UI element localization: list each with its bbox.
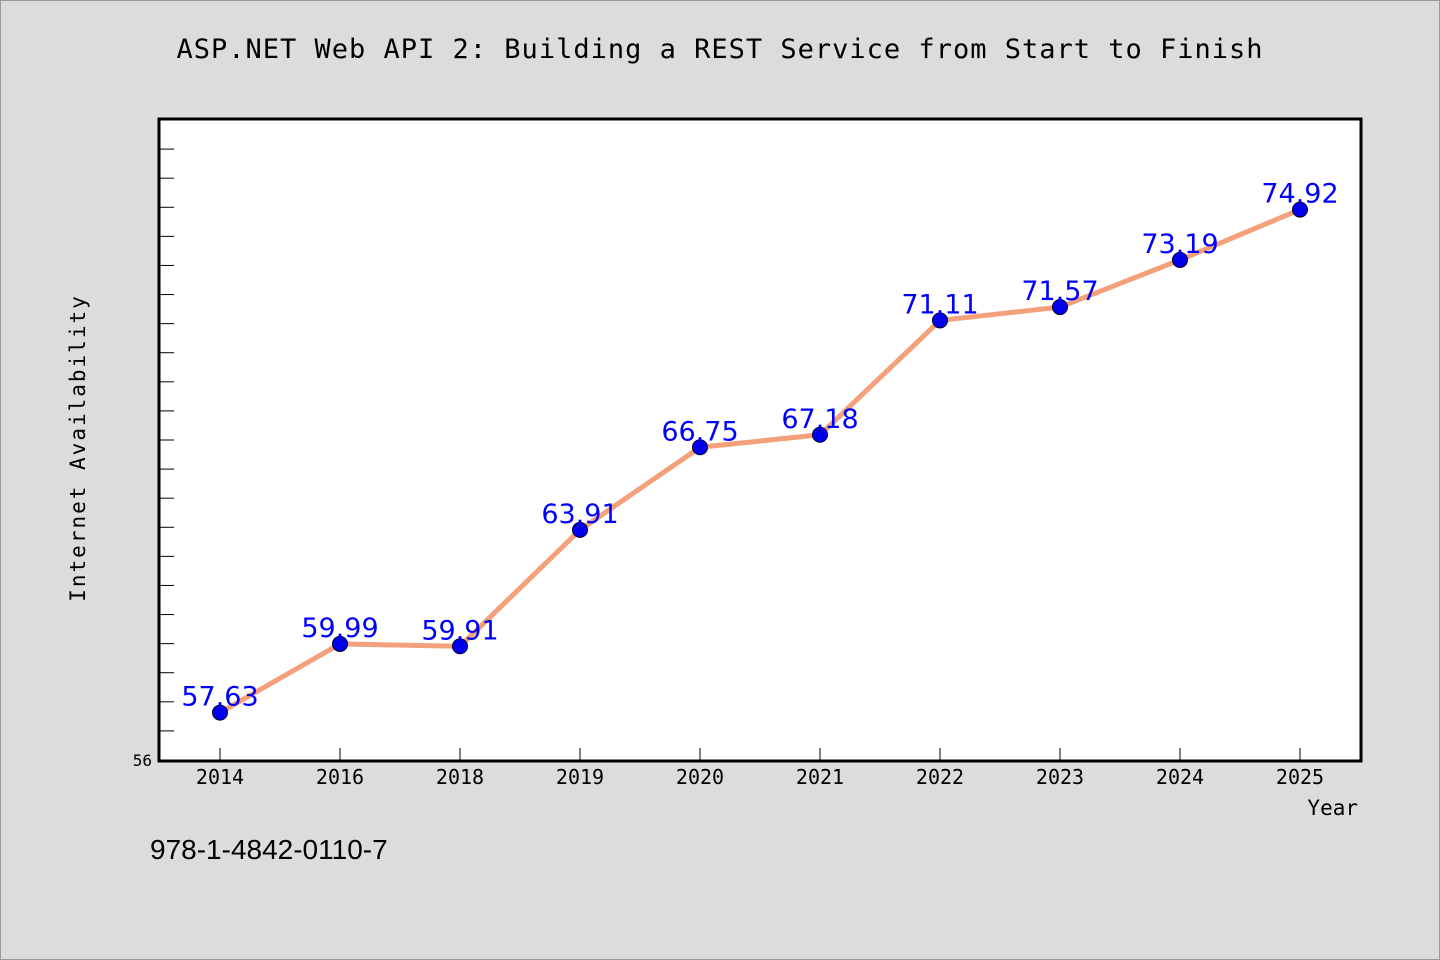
data-label-2024: 73.19 — [1141, 229, 1218, 260]
data-points — [212, 201, 1308, 721]
x-tick-label-2021: 2021 — [796, 765, 844, 789]
data-label-2018: 59.91 — [421, 615, 498, 646]
x-tick-label-2024: 2024 — [1156, 765, 1204, 789]
x-tick-label-2019: 2019 — [556, 765, 604, 789]
data-point-2022 — [932, 312, 948, 329]
data-point-2023 — [1052, 299, 1068, 316]
data-point-2014 — [212, 704, 228, 721]
data-point-2016 — [332, 635, 348, 652]
data-point-2024 — [1172, 251, 1188, 268]
x-tick-label-2014: 2014 — [196, 765, 244, 789]
data-label-2021: 67.18 — [781, 404, 858, 435]
series-line — [218, 207, 1301, 715]
chart-title: ASP.NET Web API 2: Building a REST Servi… — [176, 34, 1264, 65]
data-point-2020 — [692, 439, 708, 456]
data-point-2019 — [572, 521, 588, 538]
isbn-annotation: 978-1-4842-0110-7 — [150, 834, 388, 865]
x-axis-ticks: 2014 2016 2018 2019 2020 2021 2022 2023 2024 2025 — [196, 748, 1324, 789]
data-label-2022: 71.11 — [901, 289, 978, 320]
x-tick-label-2016: 2016 — [316, 765, 364, 789]
data-label-2014: 57.63 — [181, 682, 258, 713]
data-label-2020: 66.75 — [661, 416, 738, 447]
x-axis-label: Year — [1307, 796, 1358, 820]
y-tick-label-0: 56 — [133, 751, 152, 770]
x-tick-label-2023: 2023 — [1036, 765, 1084, 789]
series-line-group — [218, 207, 1301, 715]
data-point-2021 — [812, 426, 828, 443]
data-label-2019: 63.91 — [541, 499, 618, 530]
data-label-2025: 74.92 — [1261, 179, 1338, 210]
data-label-2016: 59.99 — [301, 613, 378, 644]
data-labels: 57.63 59.99 59.91 63.91 66.75 67.18 71.11 71.57… — [181, 179, 1338, 713]
x-tick-label-2018: 2018 — [436, 765, 484, 789]
y-axis-ticks: 56 — [133, 148, 174, 770]
data-point-2025 — [1292, 201, 1308, 218]
data-label-2023: 71.57 — [1021, 276, 1098, 307]
x-tick-label-2020: 2020 — [676, 765, 724, 789]
data-point-2018 — [452, 638, 468, 655]
x-tick-label-2025: 2025 — [1276, 765, 1324, 789]
x-tick-label-2022: 2022 — [916, 765, 964, 789]
